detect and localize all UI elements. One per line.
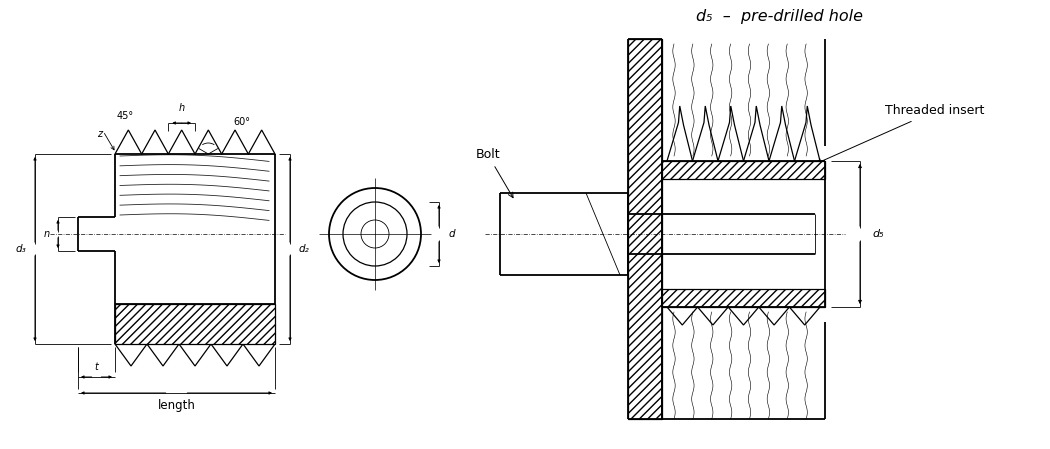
Bar xyxy=(116,304,275,344)
Text: d₅: d₅ xyxy=(872,229,884,239)
Bar xyxy=(662,161,825,179)
Text: Bolt: Bolt xyxy=(476,149,513,198)
Text: z: z xyxy=(98,129,103,139)
Text: length: length xyxy=(158,400,195,413)
Bar xyxy=(628,39,662,419)
Text: 60°: 60° xyxy=(233,117,250,127)
Text: h: h xyxy=(178,103,185,113)
Text: Threaded insert: Threaded insert xyxy=(817,105,985,164)
Text: d: d xyxy=(449,229,456,239)
Text: d₃: d₃ xyxy=(16,244,26,254)
Text: t: t xyxy=(94,362,99,372)
Text: d₅  –  pre-drilled hole: d₅ – pre-drilled hole xyxy=(696,9,863,23)
Bar xyxy=(662,289,825,307)
Text: d₂: d₂ xyxy=(298,244,310,254)
Text: n: n xyxy=(44,229,50,239)
Text: 45°: 45° xyxy=(117,111,134,121)
